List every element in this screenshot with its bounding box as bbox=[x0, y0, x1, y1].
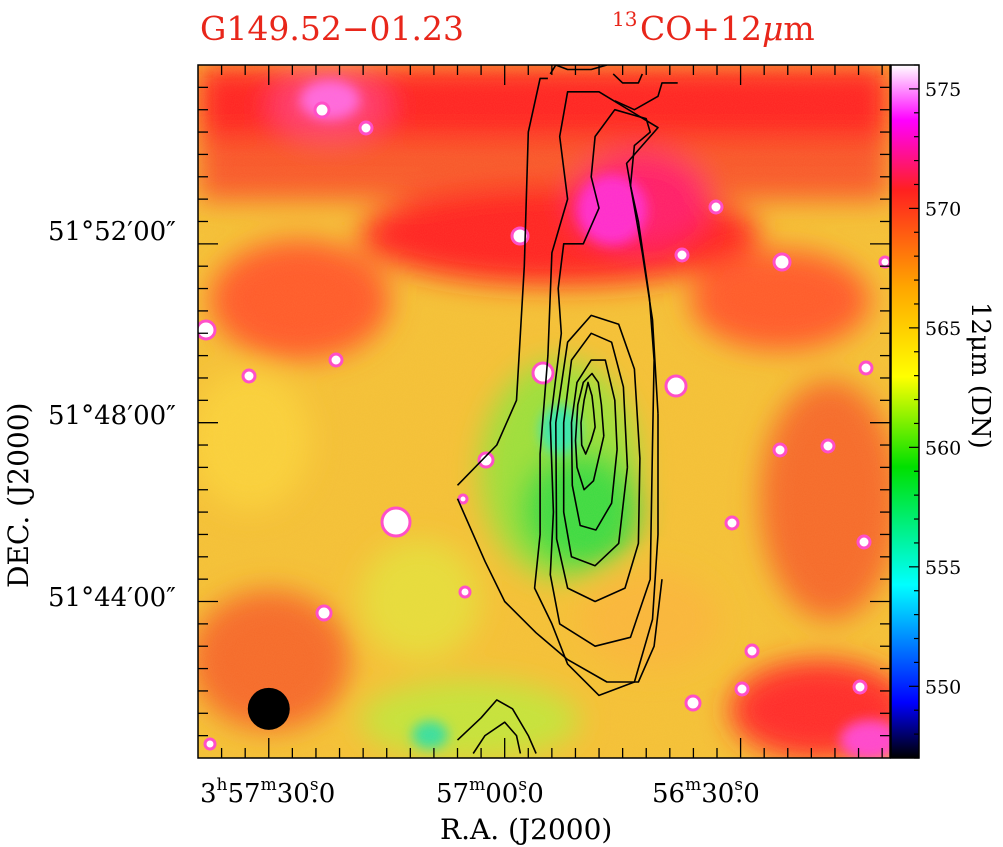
colorbar-tick-label: 575 bbox=[925, 79, 961, 101]
contour-level-6 bbox=[533, 91, 659, 697]
y-tick-label-0: 51°52′00″ bbox=[48, 217, 176, 247]
contour-level-3 bbox=[562, 332, 629, 567]
contour-level-2 bbox=[570, 359, 618, 531]
chart-title: G149.52−01.23 bbox=[200, 9, 464, 48]
colorbar-tick-label: 560 bbox=[925, 437, 961, 459]
x-tick-label-0: 3h57m30s.0 bbox=[200, 775, 335, 809]
svg-text:CO+12μm: CO+12μm bbox=[640, 9, 815, 48]
heatmap-image bbox=[198, 65, 890, 758]
colorbar-tick-label: 565 bbox=[925, 318, 961, 340]
contour-level-8 bbox=[614, 82, 678, 111]
contour-level-9 bbox=[612, 73, 644, 84]
subtitle-sup: 13 bbox=[612, 7, 637, 31]
contour-level-13 bbox=[472, 721, 522, 754]
colorbar-gradient bbox=[890, 64, 920, 759]
contour-level-11 bbox=[456, 498, 663, 683]
contour-level-10 bbox=[549, 65, 608, 75]
beam-ellipse bbox=[247, 687, 290, 730]
colorbar-tick-label: 570 bbox=[925, 198, 961, 220]
subtitle-mu: μ bbox=[762, 9, 783, 48]
plot-frame bbox=[197, 64, 891, 759]
contour-level-0 bbox=[580, 381, 596, 455]
y-axis-label: DEC. (J2000) bbox=[2, 403, 35, 588]
subtitle-main: CO+12 bbox=[640, 9, 762, 48]
contour-level-7 bbox=[456, 77, 548, 486]
colorbar-label: 12μm (DN) bbox=[965, 302, 995, 449]
x-tick-label-2: 56m30s.0 bbox=[652, 775, 760, 809]
colorbar-tick-label: 550 bbox=[925, 676, 961, 698]
chart-subtitle: 13 CO+12μm bbox=[612, 7, 815, 48]
co-contours bbox=[456, 65, 678, 754]
y-tick-label-1: 51°48′00″ bbox=[48, 401, 176, 431]
minor-ticks bbox=[198, 65, 890, 758]
x-axis-label: R.A. (J2000) bbox=[440, 813, 612, 846]
colorbar-ticks: 550 555 560 565 570 575 bbox=[909, 64, 961, 759]
contour-level-12 bbox=[456, 699, 537, 754]
contour-level-1 bbox=[574, 372, 605, 491]
contour-level-4 bbox=[554, 314, 641, 603]
x-axis: 3h57m30s.0 57m00s.0 56m30s.0 R.A. (J2000… bbox=[200, 775, 760, 846]
contour-level-5 bbox=[549, 108, 655, 648]
y-tick-label-2: 51°44′00″ bbox=[48, 583, 176, 613]
x-tick-label-1: 57m00s.0 bbox=[436, 775, 544, 809]
colorbar: 550 555 560 565 570 575 12μm (DN) bbox=[890, 64, 995, 759]
subtitle-m: m bbox=[783, 9, 814, 48]
y-axis: 51°52′00″ 51°48′00″ 51°44′00″ DEC. (J200… bbox=[2, 217, 176, 613]
colorbar-tick-label: 555 bbox=[925, 557, 961, 579]
